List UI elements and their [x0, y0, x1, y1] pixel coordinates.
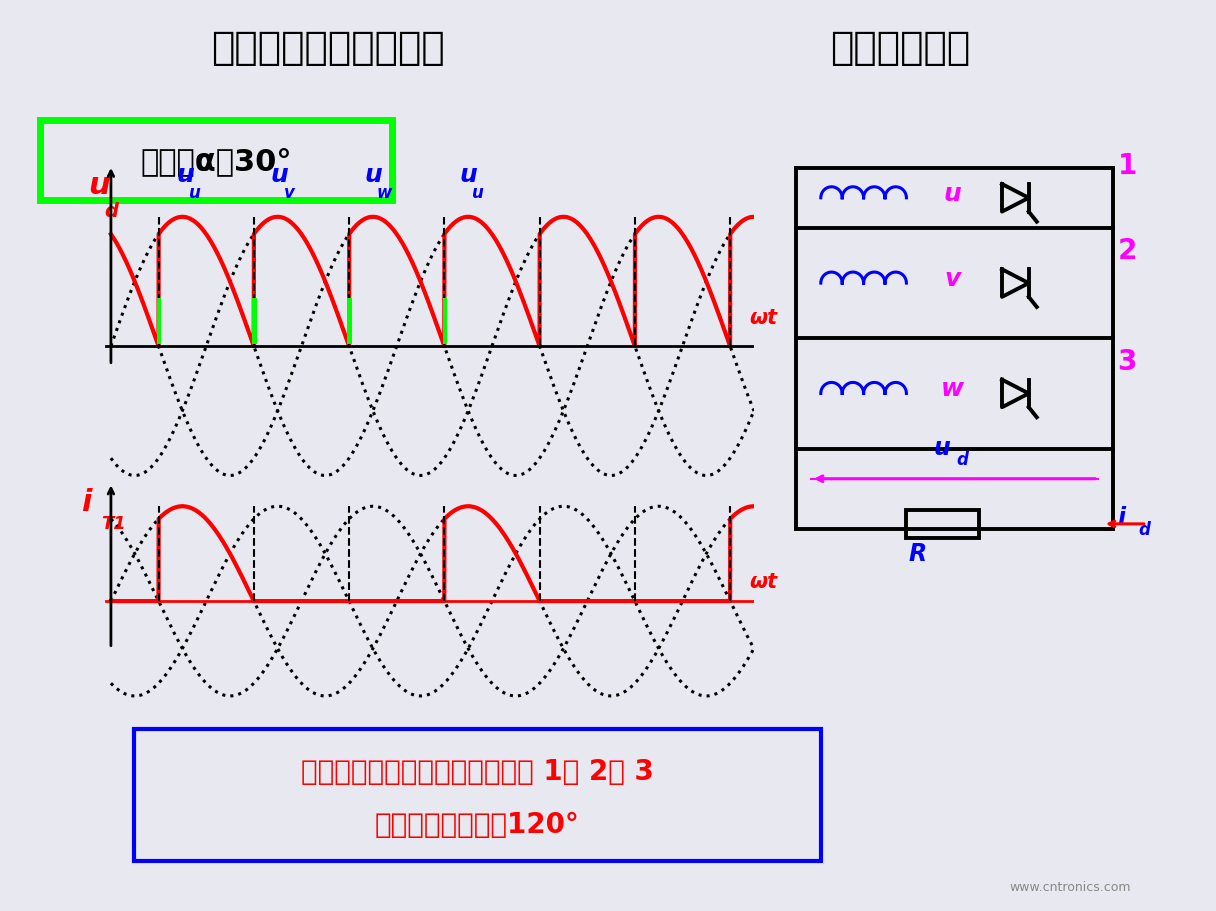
Text: 晶闸管导通角仍为120°: 晶闸管导通角仍为120°	[375, 810, 580, 838]
Text: w: w	[940, 377, 964, 401]
Text: d: d	[105, 201, 118, 220]
Text: ωt: ωt	[749, 308, 777, 327]
Bar	[252, 299, 257, 344]
Text: d: d	[1138, 520, 1150, 538]
Text: u: u	[944, 181, 961, 206]
Text: u: u	[472, 184, 484, 202]
Text: u: u	[365, 162, 383, 187]
Text: d: d	[956, 450, 968, 468]
Text: 电流处于连续与断续的临界点， 1、 2、 3: 电流处于连续与断续的临界点， 1、 2、 3	[300, 757, 654, 785]
Text: 1: 1	[1118, 152, 1137, 180]
Text: v: v	[285, 184, 295, 202]
Bar	[348, 299, 351, 344]
Bar	[157, 299, 162, 344]
Text: ωt: ωt	[749, 571, 777, 591]
Text: i: i	[81, 487, 92, 517]
Bar	[443, 299, 447, 344]
Text: v: v	[944, 267, 961, 291]
Bar	[906, 510, 979, 538]
Text: u: u	[460, 162, 477, 187]
Text: T1: T1	[101, 515, 125, 533]
Text: 控制角α＝30°: 控制角α＝30°	[140, 148, 292, 176]
Text: www.cntronics.com: www.cntronics.com	[1009, 880, 1131, 893]
Text: 2: 2	[1118, 237, 1137, 265]
Text: u: u	[271, 162, 288, 187]
Text: 三相半波可控整流电路: 三相半波可控整流电路	[212, 29, 445, 67]
Text: 纯电阻性负载: 纯电阻性负载	[829, 29, 970, 67]
Text: w: w	[376, 184, 392, 202]
Text: u: u	[934, 435, 951, 459]
Text: R: R	[908, 542, 928, 566]
Text: i: i	[1118, 506, 1126, 529]
Text: u: u	[190, 184, 201, 202]
Text: u: u	[89, 170, 109, 200]
Text: u: u	[176, 162, 195, 187]
Text: 3: 3	[1118, 347, 1137, 375]
